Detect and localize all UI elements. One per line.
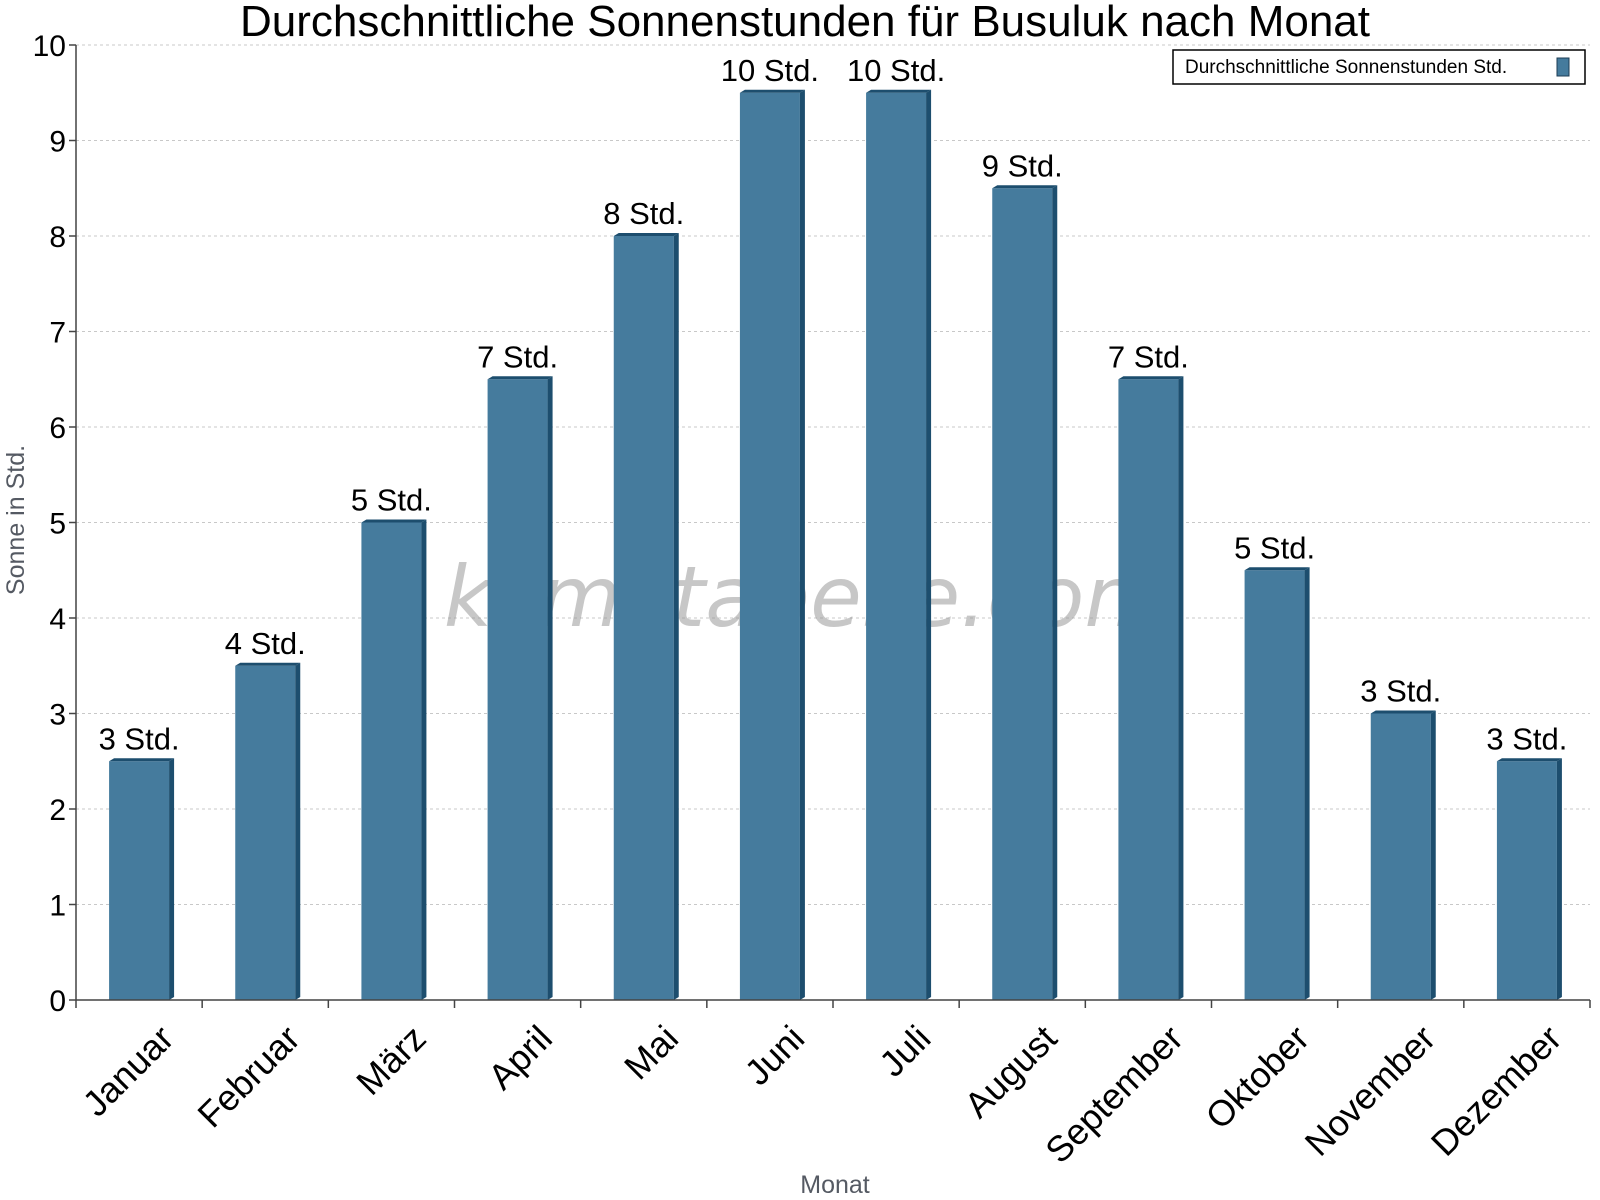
bar-face	[992, 188, 1053, 1000]
bar-face	[235, 665, 296, 1000]
bar-face	[361, 522, 422, 1000]
data-label: 7 Std.	[477, 339, 558, 374]
bar-face	[1370, 713, 1431, 1000]
x-tick-label: August	[956, 1017, 1064, 1125]
data-label: 5 Std.	[1234, 530, 1315, 565]
data-label: 3 Std.	[99, 721, 180, 756]
bar-november	[1370, 710, 1436, 1000]
bar-face	[866, 92, 927, 1000]
bar-top	[361, 519, 427, 523]
chart-title: Durchschnittliche Sonnenstunden für Busu…	[240, 0, 1370, 46]
bar-top	[866, 89, 932, 93]
x-tick-label: Juli	[871, 1017, 938, 1084]
legend-label: Durchschnittliche Sonnenstunden Std.	[1185, 57, 1507, 78]
x-tick-label: Januar	[75, 1017, 182, 1124]
bar-face	[739, 92, 800, 1000]
y-tick-label: 7	[49, 317, 66, 350]
bar-dezember	[1496, 758, 1562, 1000]
bar-top	[1244, 567, 1310, 571]
bar-august	[992, 185, 1058, 1000]
x-tick-label: Mai	[616, 1017, 686, 1087]
y-tick-label: 1	[49, 890, 66, 923]
bar-top	[109, 758, 175, 762]
data-label: 9 Std.	[982, 148, 1063, 183]
data-label: 10 Std.	[847, 53, 945, 88]
legend: Durchschnittliche Sonnenstunden Std.	[1172, 49, 1586, 85]
y-tick-label: 3	[49, 699, 66, 732]
bar-side	[926, 89, 932, 1000]
bar-top	[613, 233, 679, 236]
bar-side	[169, 758, 175, 1000]
bar-face	[1244, 570, 1305, 1000]
bar-januar	[109, 758, 175, 1000]
bar-side	[421, 519, 427, 1000]
x-tick-label: Juni	[737, 1017, 813, 1093]
y-tick-label: 8	[49, 221, 66, 254]
bar-märz	[361, 519, 427, 1000]
bar-side	[799, 89, 805, 1000]
x-tick-label: November	[1297, 1017, 1443, 1163]
data-label: 4 Std.	[225, 626, 306, 661]
bar-top	[992, 185, 1058, 189]
grid-lines	[76, 44, 1590, 905]
data-label: 3 Std.	[1486, 721, 1567, 756]
x-axis-title: Monat	[800, 1171, 870, 1199]
legend-swatch	[1556, 57, 1570, 77]
y-tick-label: 5	[49, 508, 66, 541]
bar-side	[1178, 376, 1184, 1000]
y-tick-label: 4	[49, 603, 66, 636]
bar-face	[1118, 379, 1179, 1000]
bar-top	[235, 662, 301, 666]
bar-side	[673, 233, 679, 1000]
bar-face	[613, 236, 674, 1000]
bar-side	[547, 376, 553, 1000]
x-tick-label: Oktober	[1197, 1017, 1317, 1137]
bars: 3 Std. 4 Std. 5 Std. 7 Std. 8 Std. 10 Std. 10 …	[99, 53, 1567, 1000]
bar-side	[295, 662, 301, 1000]
x-tick-label: September	[1037, 1017, 1191, 1171]
y-tick-label: 2	[49, 794, 66, 827]
bar-top	[1496, 758, 1562, 762]
bar-oktober	[1244, 567, 1310, 1000]
bar-september	[1118, 376, 1184, 1000]
data-label: 10 Std.	[721, 53, 819, 88]
bar-side	[1556, 758, 1562, 1000]
bar-face	[109, 761, 170, 1000]
bar-juli	[866, 89, 932, 1000]
bar-face	[487, 379, 548, 1000]
bar-februar	[235, 662, 301, 1000]
y-tick-label: 10	[33, 30, 66, 63]
bar-april	[487, 376, 553, 1000]
bar-top	[1118, 376, 1184, 380]
data-label: 8 Std.	[603, 196, 684, 231]
y-tick-label: 6	[49, 412, 66, 445]
bar-top	[487, 376, 553, 380]
legend-box	[1172, 49, 1586, 85]
x-tick-label: Dezember	[1423, 1017, 1569, 1163]
y-axis-title: Sonne in Std.	[2, 445, 30, 595]
bar-side	[1430, 710, 1436, 1000]
y-tick-label: 0	[49, 985, 66, 1018]
x-tick-label: März	[348, 1017, 434, 1103]
bar-top	[739, 89, 805, 93]
bar-top	[1370, 710, 1436, 714]
data-label: 7 Std.	[1108, 339, 1189, 374]
bar-side	[1052, 185, 1058, 1000]
bar-face	[1496, 761, 1557, 1000]
bar-side	[1304, 567, 1310, 1000]
data-label: 3 Std.	[1360, 674, 1441, 709]
bar-mai	[613, 233, 679, 1000]
x-tick-label: April	[480, 1017, 560, 1097]
y-tick-label: 9	[49, 126, 66, 159]
data-label: 5 Std.	[351, 483, 432, 518]
bar-juni	[739, 89, 805, 1000]
x-tick-label: Februar	[189, 1017, 307, 1135]
